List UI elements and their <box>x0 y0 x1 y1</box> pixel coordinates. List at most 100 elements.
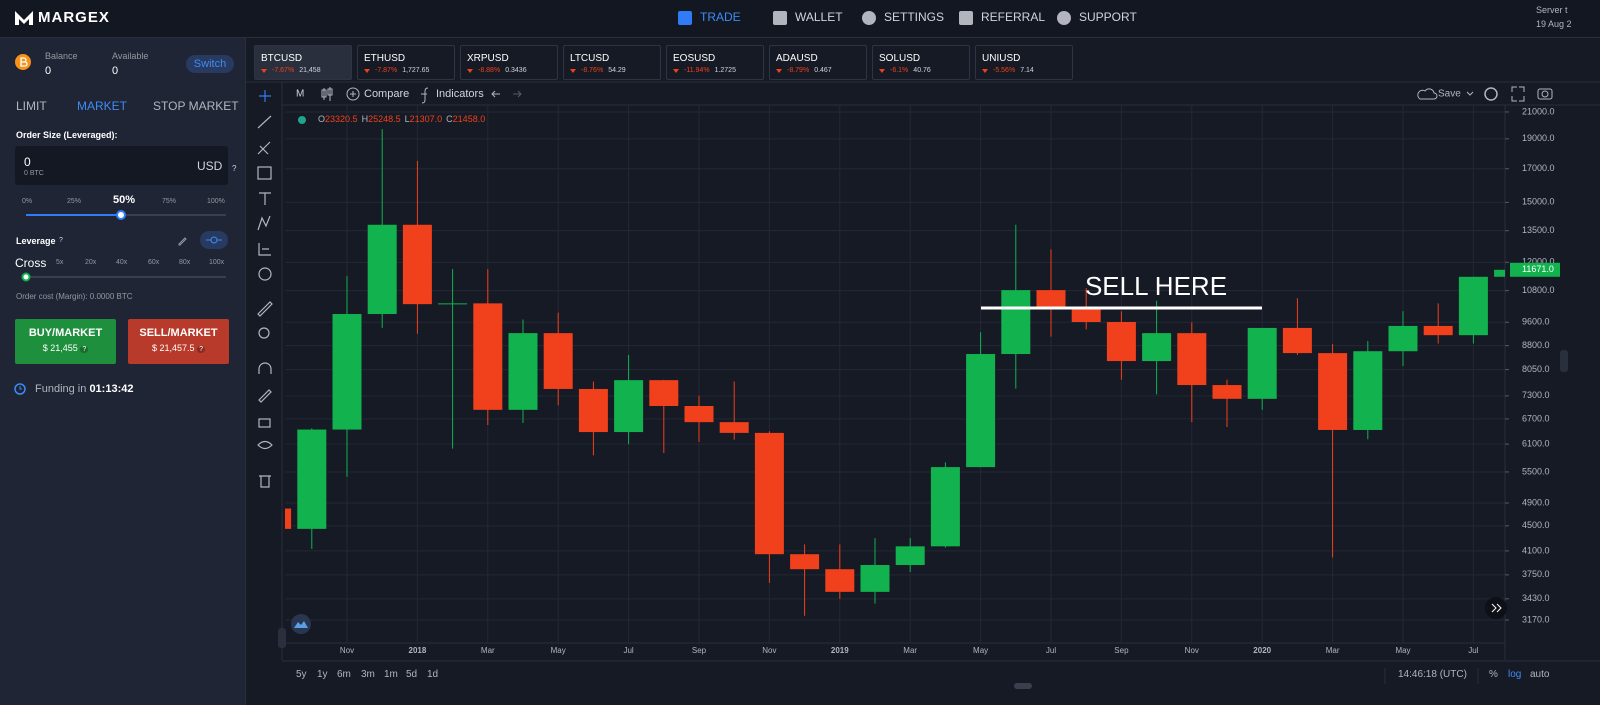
pattern-tool[interactable] <box>257 215 271 231</box>
order-size-input[interactable] <box>15 146 228 185</box>
ticker[interactable]: LTCUSD -8.76% 54.29 <box>563 45 661 80</box>
order-tab[interactable]: LIMIT <box>16 99 47 113</box>
side-tab[interactable] <box>1560 350 1568 372</box>
ticker-stats[interactable]: -7.87% 1,727.65 <box>364 67 429 74</box>
leverage-mark[interactable]: 40x <box>116 259 128 266</box>
emoji-tool[interactable] <box>258 267 272 281</box>
logo[interactable]: MARGEX <box>38 9 110 26</box>
ticker-stats[interactable]: -11.94% 1.2725 <box>673 67 736 74</box>
indicators-icon[interactable] <box>421 87 429 104</box>
help[interactable]: ? <box>232 164 237 173</box>
ticker[interactable]: EOSUSD -11.94% 1.2725 <box>666 45 764 80</box>
ticker-stats[interactable]: -7.67% 21,458 <box>261 67 321 74</box>
resize-handle[interactable] <box>1014 683 1032 689</box>
visibility-tool[interactable] <box>257 440 273 450</box>
timeframe[interactable]: 1d <box>427 669 439 680</box>
order-size[interactable]: 0 <box>24 155 31 169</box>
side-tab[interactable] <box>278 628 286 648</box>
sell-price[interactable]: $ 21,457.5 <box>152 343 195 353</box>
nav-item[interactable]: REFERRAL <box>981 10 1046 24</box>
save-icon[interactable] <box>1417 88 1438 100</box>
forecast-tool[interactable] <box>258 243 271 256</box>
leverage-mark[interactable]: 5x <box>56 259 64 266</box>
compare[interactable]: Compare <box>364 88 409 100</box>
nav-item[interactable]: WALLET <box>795 10 843 24</box>
auto-toggle[interactable]: auto <box>1530 669 1550 680</box>
timeframe[interactable]: 1y <box>317 669 328 680</box>
fib-tool[interactable] <box>257 141 271 155</box>
crosshair-tool[interactable] <box>259 90 271 102</box>
percent-mark[interactable]: 0% <box>22 198 33 205</box>
measure-tool[interactable] <box>257 301 273 317</box>
line-tool[interactable] <box>257 115 272 129</box>
help[interactable]: ? <box>197 346 205 353</box>
ticker[interactable]: UNIUSD -5.56% 7.14 <box>975 45 1073 80</box>
sell-price-row[interactable]: $ 21,457.5 ? <box>128 343 229 353</box>
timeframe[interactable]: 6m <box>337 669 351 680</box>
screenshot-icon[interactable] <box>1541 90 1549 98</box>
timeframe[interactable]: 1m <box>384 669 398 680</box>
ticker-stats[interactable]: -8.76% 54.29 <box>570 67 626 74</box>
buy-price-row[interactable]: $ 21,455 ? <box>15 343 116 353</box>
magnet-tool[interactable] <box>258 362 272 374</box>
switch-button[interactable]: Switch <box>186 55 234 73</box>
sell-label[interactable]: SELL/MARKET <box>139 327 218 339</box>
nav-icon[interactable] <box>862 11 876 25</box>
logo-button[interactable] <box>291 614 311 634</box>
log-toggle[interactable]: log <box>1508 669 1522 680</box>
ticker-stats[interactable]: -5.56% 7.14 <box>982 67 1034 74</box>
leverage-slider[interactable] <box>20 270 235 284</box>
leverage-help[interactable]: ? <box>59 237 63 244</box>
leverage-mark[interactable]: 20x <box>85 259 97 266</box>
settings-icon[interactable] <box>1484 87 1498 101</box>
ticker[interactable]: ETHUSD -7.87% 1,727.65 <box>357 45 455 80</box>
delete-tool[interactable] <box>259 475 271 488</box>
help[interactable]: ? <box>80 346 89 353</box>
ticker-symbol[interactable]: ADAUSD <box>776 53 818 64</box>
fullscreen-icon[interactable] <box>1511 86 1525 102</box>
nav-item[interactable]: SETTINGS <box>884 10 945 24</box>
percent-mark[interactable]: 100% <box>207 198 225 205</box>
redo[interactable] <box>513 90 522 98</box>
timeframe[interactable]: 5y <box>296 669 307 680</box>
ticker-symbol[interactable]: LTCUSD <box>570 53 610 64</box>
ticker-symbol[interactable]: SOLUSD <box>879 53 921 64</box>
logo-button[interactable] <box>294 621 308 628</box>
rect-tool[interactable] <box>257 166 272 180</box>
compare-icon[interactable] <box>346 87 360 101</box>
nav-icon[interactable] <box>1057 11 1071 25</box>
undo[interactable] <box>491 90 500 98</box>
ticker-symbol[interactable]: XRPUSD <box>467 53 509 64</box>
order-tab[interactable]: MARKET <box>77 99 128 113</box>
ticker[interactable]: ADAUSD -8.79% 0.467 <box>769 45 867 80</box>
scroll-button[interactable] <box>1491 603 1502 613</box>
nav-icon[interactable] <box>959 11 973 25</box>
zoom-tool[interactable] <box>258 327 270 339</box>
ticker-symbol[interactable]: EOSUSD <box>673 53 716 64</box>
candle-icon[interactable] <box>321 87 333 101</box>
leverage-mark[interactable]: 100x <box>209 259 225 266</box>
percent-mark[interactable]: 75% <box>162 198 177 205</box>
leverage-modes[interactable] <box>170 231 230 249</box>
ticker-stats[interactable]: -6.1% 40.76 <box>879 67 931 74</box>
nav-item[interactable]: SUPPORT <box>1079 10 1137 24</box>
interval[interactable]: M <box>296 89 304 100</box>
screenshot-icon[interactable] <box>1537 88 1553 100</box>
percent-toggle[interactable]: % <box>1489 669 1498 680</box>
leverage-mark[interactable]: 60x <box>148 259 160 266</box>
compare-icon[interactable] <box>350 91 356 97</box>
lock-draw-tool[interactable] <box>258 389 272 403</box>
ticker-stats[interactable]: -8.88% 0.3436 <box>467 67 527 74</box>
buy-button[interactable]: BUY/MARKET $ 21,455 ? <box>15 319 116 364</box>
nav-icon[interactable] <box>773 11 787 25</box>
ticker[interactable]: SOLUSD -6.1% 40.76 <box>872 45 970 80</box>
ticker[interactable]: XRPUSD -8.88% 0.3436 <box>460 45 558 80</box>
ticker-stats[interactable]: -8.79% 0.467 <box>776 67 832 74</box>
percent-mark[interactable]: 25% <box>67 198 82 205</box>
indicators[interactable]: Indicators <box>436 88 484 100</box>
text-tool[interactable] <box>259 192 271 205</box>
percent-mark[interactable]: 50% <box>113 194 136 206</box>
buy-label[interactable]: BUY/MARKET <box>28 327 103 339</box>
ticker-symbol[interactable]: ETHUSD <box>364 53 406 64</box>
timeframe[interactable]: 3m <box>361 669 375 680</box>
